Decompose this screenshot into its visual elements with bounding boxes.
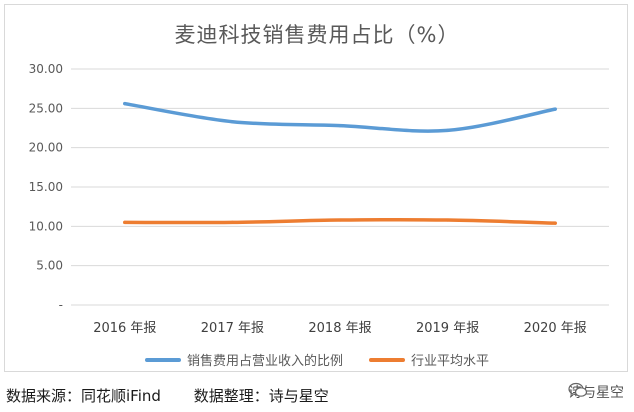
- x-tick-label: 2019 年报: [416, 321, 479, 336]
- chart-plot: - 5.00 10.00 15.00 20.00 25.00 30.00 2016 年报 201…: [29, 62, 609, 336]
- x-tick-label: 2020 年报: [524, 321, 587, 336]
- y-tick-label: -: [59, 298, 63, 312]
- legend-label: 销售费用占营业收入的比例: [186, 354, 343, 369]
- legend-item: 销售费用占营业收入的比例: [144, 350, 343, 369]
- data-point: [553, 221, 557, 225]
- legend-swatch: [144, 357, 181, 362]
- legend-item: 行业平均水平: [369, 350, 489, 369]
- data-point: [123, 102, 127, 106]
- data-point: [123, 220, 127, 224]
- x-tick-label: 2016 年报: [93, 321, 156, 336]
- data-source-label: 数据来源：同花顺iFind: [6, 387, 161, 405]
- data-organizer-label: 数据整理：诗与星空: [193, 387, 329, 405]
- x-tick-label: 2017 年报: [201, 321, 264, 336]
- y-tick-label: 15.00: [29, 180, 63, 194]
- legend-label: 行业平均水平: [411, 354, 490, 369]
- source-footer: 数据来源：同花顺iFind 数据整理：诗与星空: [6, 385, 329, 406]
- y-tick-label: 10.00: [29, 219, 63, 233]
- watermark: 诗与星空: [568, 382, 624, 402]
- data-point: [446, 128, 450, 132]
- chart-frame: 麦迪科技销售费用占比（%） - 5.00 10.00 15.00 20.00 25.00 3…: [4, 4, 628, 372]
- data-point: [338, 218, 342, 222]
- chart-title: 麦迪科技销售费用占比（%）: [174, 23, 460, 47]
- data-point: [230, 120, 234, 124]
- data-point: [553, 107, 557, 111]
- y-tick-label: 20.00: [29, 141, 63, 155]
- x-tick-label: 2018 年报: [308, 321, 371, 336]
- y-tick-label: 25.00: [29, 101, 63, 115]
- y-tick-label: 5.00: [36, 259, 63, 273]
- data-point: [446, 218, 450, 222]
- data-point: [230, 220, 234, 224]
- wechat-icon: [568, 382, 588, 397]
- chart-legend: 销售费用占营业收入的比例 行业平均水平: [5, 350, 629, 369]
- legend-swatch: [369, 357, 405, 362]
- y-tick-label: 30.00: [29, 62, 63, 76]
- data-point: [338, 124, 342, 128]
